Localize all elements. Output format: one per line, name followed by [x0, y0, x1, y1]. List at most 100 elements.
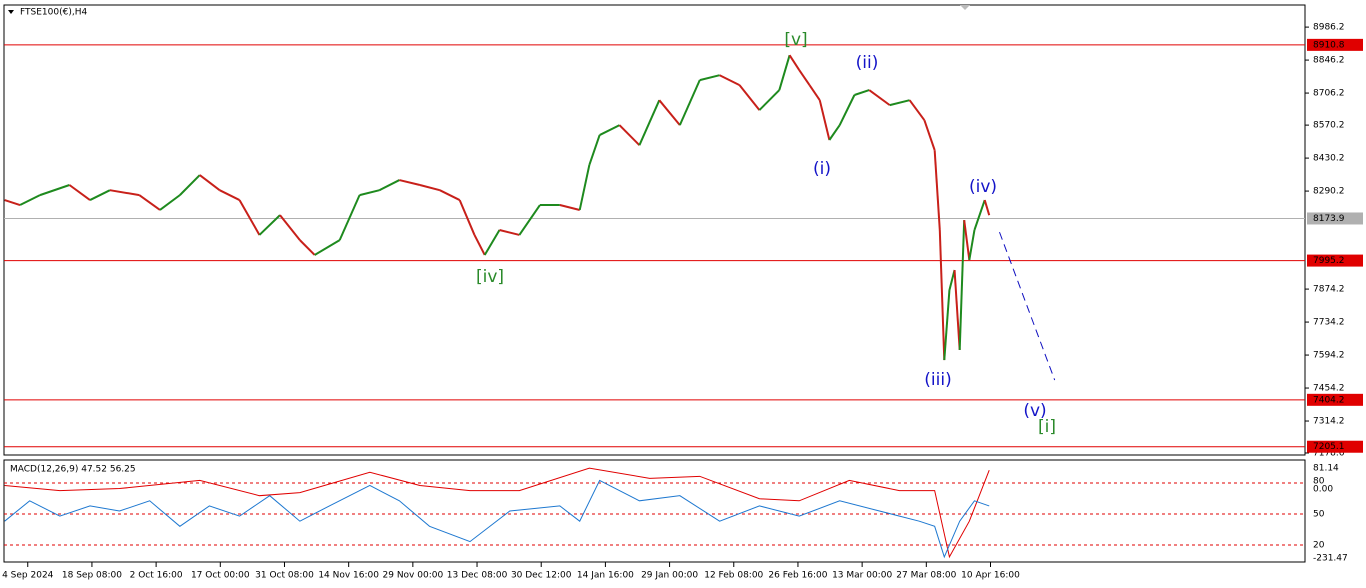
x-tick-label: 17 Oct 00:00 [191, 571, 250, 581]
price-segment [138, 194, 161, 211]
y-tick-label: 8706.2 [1313, 89, 1345, 99]
wave-label: (ii) [856, 53, 879, 73]
price-segment [179, 174, 201, 196]
x-tick-label: 18 Sep 08:00 [62, 571, 122, 581]
price-segment [399, 179, 421, 186]
menu-arrow[interactable] [8, 10, 14, 14]
macd-axis-label: -231.47 [1313, 554, 1348, 564]
price-segment [788, 54, 801, 71]
chart-title: FTSE100(€),H4 [20, 8, 87, 18]
y-tick-label: 8846.2 [1313, 56, 1345, 66]
wave-label: (v) [1023, 401, 1046, 421]
price-segment [68, 184, 91, 201]
wave-label: (iv) [969, 177, 997, 197]
shift-marker [960, 5, 970, 10]
price-segment [219, 189, 240, 201]
x-tick-label: 29 Jan 00:00 [641, 571, 698, 581]
price-segment [738, 84, 761, 111]
price-level-label: 8173.9 [1313, 214, 1345, 224]
x-tick-label: 31 Oct 08:00 [255, 571, 314, 581]
x-tick-label: 14 Jan 16:00 [577, 571, 634, 581]
price-segment [238, 199, 261, 236]
projection-line [999, 231, 1056, 381]
macd-axis-label: 50 [1313, 510, 1325, 520]
price-segment [719, 74, 740, 87]
price-level-label: 7404.2 [1313, 395, 1345, 405]
price-segment [199, 174, 221, 191]
y-tick-label: 7314.2 [1313, 417, 1345, 427]
y-tick-label: 7594.2 [1313, 351, 1345, 361]
x-tick-label: 12 Feb 08:00 [704, 571, 763, 581]
x-tick-label: 30 Dec 12:00 [511, 571, 572, 581]
price-segment [678, 79, 701, 126]
wave-label: [v] [784, 30, 807, 50]
price-segment [4, 199, 21, 206]
macd-line [4, 467, 990, 559]
macd-axis-label: 0.00 [1313, 485, 1333, 495]
price-level-label: 7205.1 [1313, 442, 1345, 452]
wave-label: [i] [1038, 417, 1056, 437]
x-tick-label: 13 Dec 08:00 [447, 571, 508, 581]
y-tick-label: 8290.2 [1313, 187, 1345, 197]
x-tick-label: 2 Oct 16:00 [130, 571, 183, 581]
price-segment [588, 134, 601, 166]
price-segment [699, 74, 720, 82]
price-segment [958, 220, 966, 350]
price-level-tag [1307, 440, 1363, 453]
price-segment [943, 290, 951, 361]
x-tick-label: 27 Mar 08:00 [896, 571, 956, 581]
price-segment [379, 179, 400, 192]
price-segment [778, 54, 791, 91]
y-tick-label: 7734.2 [1313, 318, 1345, 328]
price-segment [89, 189, 111, 201]
price-segment [159, 194, 181, 211]
price-level-tag [1307, 393, 1363, 406]
y-tick-label: 7454.2 [1313, 384, 1345, 394]
price-segment [758, 89, 781, 111]
price-segment [923, 119, 936, 151]
price-segment [933, 150, 941, 231]
price-level-tag [1307, 212, 1363, 225]
price-segment [948, 269, 956, 291]
main-panel [3, 4, 1306, 456]
x-tick-label: 4 Sep 2024 [2, 571, 54, 581]
price-segment [258, 214, 281, 236]
price-segment [109, 189, 140, 197]
price-segment [458, 199, 476, 236]
price-segment [973, 199, 986, 231]
price-segment [953, 269, 961, 350]
macd-panel [3, 459, 1306, 563]
price-segment [889, 99, 910, 107]
price-segment [828, 124, 841, 141]
wave-label: (i) [813, 159, 831, 179]
price-segment [808, 84, 821, 101]
price-segment [854, 89, 870, 96]
price-segment [938, 229, 946, 361]
price-segment [618, 124, 641, 146]
x-tick-label: 13 Mar 00:00 [832, 571, 892, 581]
price-segment [359, 189, 380, 197]
price-segment [314, 239, 341, 256]
price-segment [439, 189, 461, 201]
price-segment [578, 164, 591, 211]
macd-axis-label: 81.14 [1313, 464, 1339, 474]
y-tick-label: 7178.6 [1313, 448, 1345, 458]
macd-axis-label: 80 [1313, 477, 1325, 487]
y-tick-label: 8430.2 [1313, 154, 1345, 164]
price-segment [483, 229, 501, 256]
price-level-tag [1307, 38, 1363, 51]
price-segment [338, 194, 361, 241]
price-segment [838, 94, 856, 126]
price-segment [798, 69, 811, 86]
x-tick-label: 26 Feb 16:00 [768, 571, 827, 581]
macd-title: MACD(12,26,9) 47.52 56.25 [10, 465, 136, 475]
price-segment [499, 229, 520, 236]
price-segment [299, 239, 316, 256]
price-segment [559, 204, 580, 211]
price-segment [658, 99, 681, 126]
y-tick-label: 7874.2 [1313, 285, 1345, 295]
price-segment [518, 204, 541, 236]
price-segment [39, 184, 70, 197]
price-segment [963, 219, 971, 261]
